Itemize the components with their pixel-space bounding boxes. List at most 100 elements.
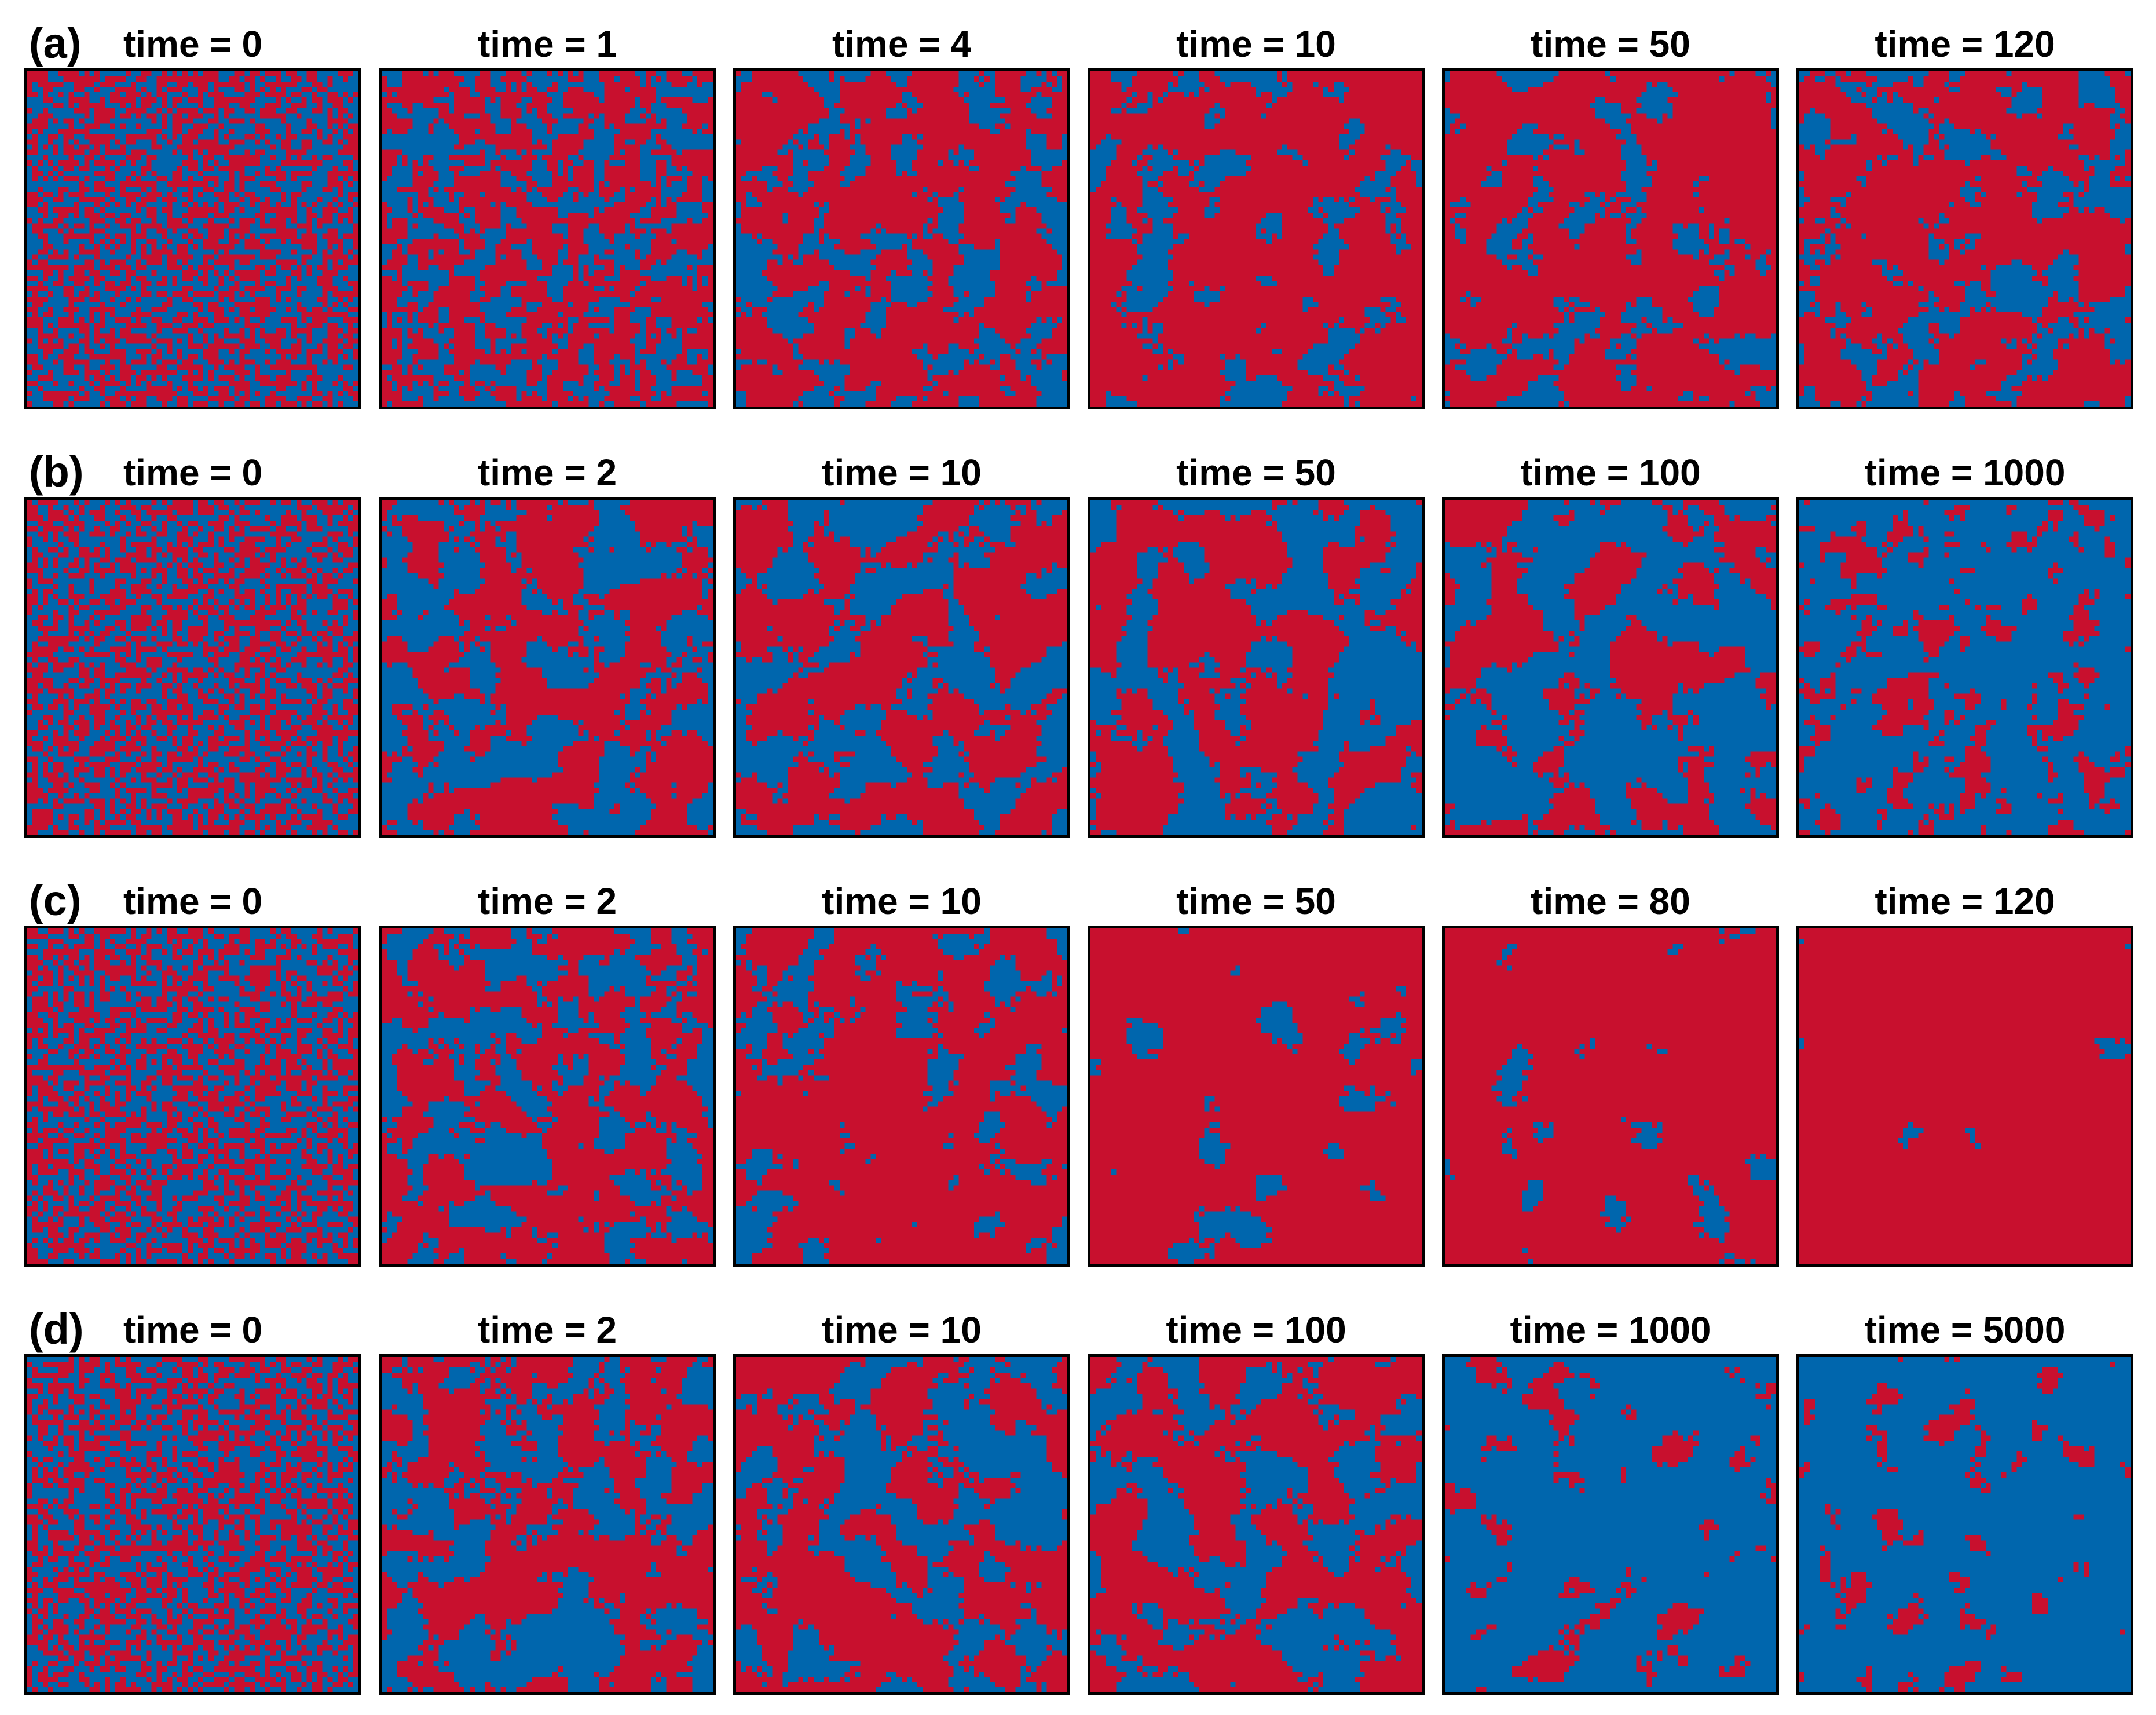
lattice-grid bbox=[27, 928, 358, 1264]
lattice-panel-c-3 bbox=[733, 926, 1070, 1267]
lattice-grid bbox=[382, 1357, 713, 1692]
blue-state-cells bbox=[1445, 1357, 1776, 1692]
lattice-grid bbox=[736, 1357, 1067, 1692]
blue-state-cells bbox=[27, 1357, 358, 1692]
lattice-grid bbox=[736, 71, 1067, 407]
lattice-grid bbox=[382, 71, 713, 407]
lattice-panel-a-2 bbox=[379, 68, 716, 409]
row-label-b: (b) bbox=[29, 448, 84, 496]
lattice-panel-d-3 bbox=[733, 1354, 1070, 1695]
panel-title-b-2: time = 2 bbox=[477, 452, 617, 493]
blue-state-cells bbox=[27, 928, 358, 1264]
lattice-panel-c-5 bbox=[1442, 926, 1779, 1267]
lattice-panel-b-2 bbox=[379, 497, 716, 838]
panel-title-d-1: time = 0 bbox=[123, 1309, 263, 1351]
panel-title-c-5: time = 80 bbox=[1531, 880, 1690, 922]
lattice-grid bbox=[1090, 500, 1422, 835]
lattice-panel-b-1 bbox=[24, 497, 361, 838]
blue-state-cells bbox=[1799, 500, 2131, 835]
lattice-grid bbox=[1090, 928, 1422, 1264]
panel-title-c-1: time = 0 bbox=[123, 880, 263, 922]
lattice-grid bbox=[1090, 1357, 1422, 1692]
panel-title-a-4: time = 10 bbox=[1176, 23, 1336, 65]
lattice-grid bbox=[382, 500, 713, 835]
blue-state-cells bbox=[1799, 1357, 2131, 1692]
blue-state-cells bbox=[382, 1357, 713, 1692]
row-label-a: (a) bbox=[29, 19, 82, 67]
lattice-grid bbox=[736, 500, 1067, 835]
lattice-panel-b-4 bbox=[1088, 497, 1425, 838]
lattice-panel-d-2 bbox=[379, 1354, 716, 1695]
lattice-grid bbox=[1445, 71, 1776, 407]
lattice-panel-a-4 bbox=[1088, 68, 1425, 409]
lattice-panel-b-6 bbox=[1796, 497, 2133, 838]
blue-state-cells bbox=[1090, 928, 1422, 1264]
panel-title-d-6: time = 5000 bbox=[1864, 1309, 2066, 1351]
lattice-grid bbox=[1799, 1357, 2131, 1692]
blue-state-cells bbox=[1445, 71, 1776, 407]
lattice-panel-a-1 bbox=[24, 68, 361, 409]
lattice-panel-b-5 bbox=[1442, 497, 1779, 838]
lattice-panel-d-6 bbox=[1796, 1354, 2133, 1695]
panel-title-c-6: time = 120 bbox=[1875, 880, 2055, 922]
blue-state-cells bbox=[736, 71, 1067, 407]
blue-state-cells bbox=[1445, 500, 1776, 835]
lattice-panel-b-3 bbox=[733, 497, 1070, 838]
lattice-panel-a-6 bbox=[1796, 68, 2133, 409]
lattice-grid bbox=[1799, 928, 2131, 1264]
lattice-panel-c-1 bbox=[24, 926, 361, 1267]
panel-title-d-3: time = 10 bbox=[822, 1309, 982, 1351]
lattice-panel-c-6 bbox=[1796, 926, 2133, 1267]
lattice-grid bbox=[1090, 71, 1422, 407]
lattice-background bbox=[1799, 928, 2131, 1264]
panel-title-a-6: time = 120 bbox=[1875, 23, 2055, 65]
blue-state-cells bbox=[382, 500, 713, 835]
panel-title-d-5: time = 1000 bbox=[1510, 1309, 1711, 1351]
panel-title-b-1: time = 0 bbox=[123, 452, 263, 493]
lattice-panel-a-5 bbox=[1442, 68, 1779, 409]
blue-state-cells bbox=[382, 928, 713, 1264]
lattice-panel-d-1 bbox=[24, 1354, 361, 1695]
panel-title-d-2: time = 2 bbox=[477, 1309, 617, 1351]
row-label-c: (c) bbox=[29, 876, 82, 924]
blue-state-cells bbox=[1090, 1357, 1422, 1692]
lattice-grid bbox=[1799, 71, 2131, 407]
lattice-grid bbox=[27, 500, 358, 835]
panel-title-d-4: time = 100 bbox=[1166, 1309, 1346, 1351]
panel-title-c-2: time = 2 bbox=[477, 880, 617, 922]
row-label-d: (d) bbox=[29, 1305, 84, 1353]
lattice-grid bbox=[382, 928, 713, 1264]
panel-title-c-3: time = 10 bbox=[822, 880, 982, 922]
blue-state-cells bbox=[1090, 500, 1422, 835]
lattice-panel-d-4 bbox=[1088, 1354, 1425, 1695]
panel-title-a-5: time = 50 bbox=[1531, 23, 1690, 65]
panel-title-b-3: time = 10 bbox=[822, 452, 982, 493]
blue-state-cells bbox=[1799, 71, 2131, 407]
panel-title-a-3: time = 4 bbox=[832, 23, 972, 65]
lattice-grid bbox=[736, 928, 1067, 1264]
lattice-panel-d-5 bbox=[1442, 1354, 1779, 1695]
lattice-panel-c-4 bbox=[1088, 926, 1425, 1267]
blue-state-cells bbox=[1445, 928, 1776, 1264]
blue-state-cells bbox=[27, 71, 358, 407]
lattice-grid bbox=[1445, 1357, 1776, 1692]
lattice-panel-c-2 bbox=[379, 926, 716, 1267]
panel-title-b-4: time = 50 bbox=[1176, 452, 1336, 493]
lattice-grid bbox=[1445, 500, 1776, 835]
panel-title-a-1: time = 0 bbox=[123, 23, 263, 65]
blue-state-cells bbox=[27, 500, 358, 835]
blue-state-cells bbox=[1090, 71, 1422, 407]
panel-title-c-4: time = 50 bbox=[1176, 880, 1336, 922]
panel-title-a-2: time = 1 bbox=[477, 23, 617, 65]
panel-title-b-5: time = 100 bbox=[1520, 452, 1701, 493]
blue-state-cells bbox=[382, 71, 713, 407]
lattice-panel-a-3 bbox=[733, 68, 1070, 409]
panel-title-b-6: time = 1000 bbox=[1864, 452, 2066, 493]
blue-state-cells bbox=[736, 1357, 1067, 1692]
lattice-grid bbox=[1445, 928, 1776, 1264]
blue-state-cells bbox=[736, 500, 1067, 835]
lattice-grid bbox=[1799, 500, 2131, 835]
blue-state-cells bbox=[736, 928, 1067, 1264]
lattice-grid bbox=[27, 71, 358, 407]
